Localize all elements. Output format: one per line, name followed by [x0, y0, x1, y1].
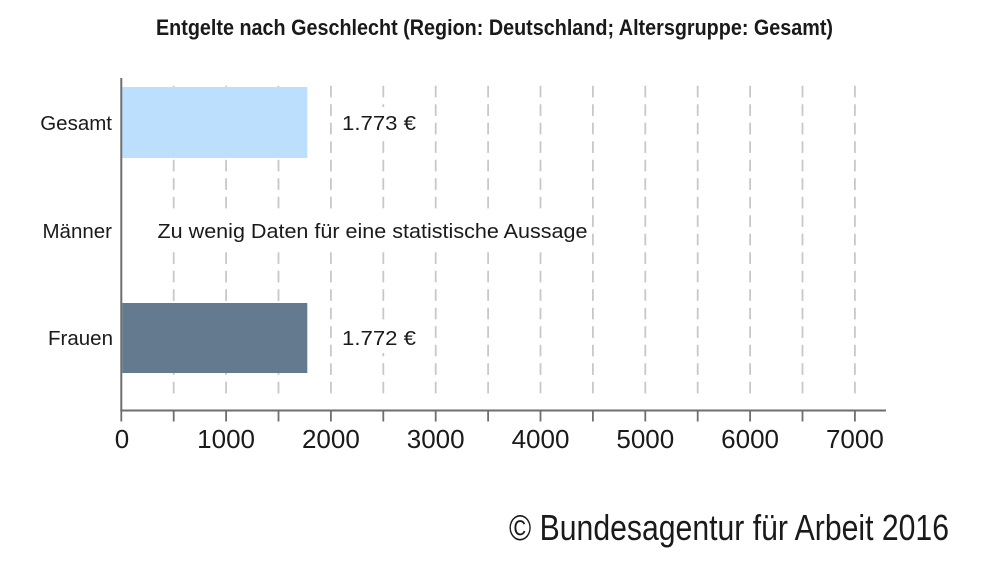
svg-text:0: 0	[115, 424, 129, 454]
svg-text:Entgelte nach Geschlecht (Regi: Entgelte nach Geschlecht (Region: Deutsc…	[156, 15, 833, 40]
svg-text:2000: 2000	[302, 424, 360, 454]
svg-text:4000: 4000	[512, 424, 570, 454]
svg-text:Frauen: Frauen	[48, 327, 113, 350]
svg-text:1.772 €: 1.772 €	[342, 327, 417, 350]
svg-text:1.773 €: 1.773 €	[342, 112, 417, 135]
svg-text:Zu wenig Daten für eine statis: Zu wenig Daten für eine statistische Aus…	[158, 220, 588, 243]
svg-text:6000: 6000	[721, 424, 779, 454]
svg-text:1000: 1000	[197, 424, 255, 454]
svg-text:7000: 7000	[826, 424, 884, 454]
svg-text:3000: 3000	[407, 424, 465, 454]
svg-text:Männer: Männer	[42, 220, 112, 243]
svg-text:5000: 5000	[616, 424, 674, 454]
svg-text:© Bundesagentur für Arbeit 201: © Bundesagentur für Arbeit 2016	[509, 507, 949, 548]
svg-text:Gesamt: Gesamt	[40, 112, 112, 135]
